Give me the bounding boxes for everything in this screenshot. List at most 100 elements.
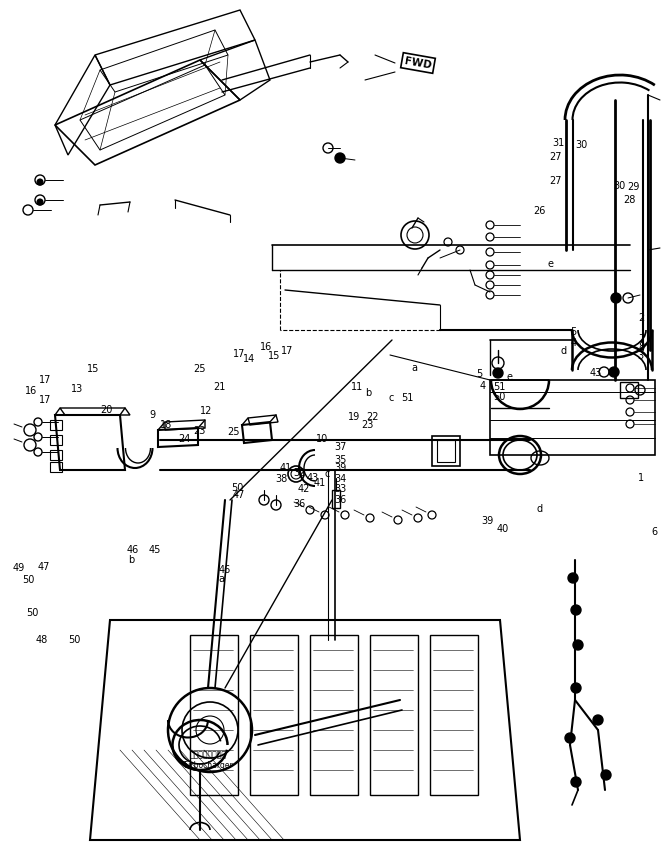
Text: 16: 16 [260, 342, 272, 352]
Bar [332, 490, 340, 508]
Text: 41: 41 [280, 463, 292, 473]
Text: c: c [325, 469, 330, 479]
Circle shape [611, 293, 621, 303]
Text: 17: 17 [39, 374, 51, 385]
Text: 4: 4 [480, 380, 486, 391]
Text: 14: 14 [243, 354, 255, 364]
Text: ターボチャージャ: ターボチャージャ [190, 751, 226, 759]
Text: d: d [560, 346, 567, 356]
Circle shape [571, 777, 581, 787]
Text: 43: 43 [307, 473, 319, 483]
Text: 27: 27 [550, 176, 562, 186]
Bar [50, 435, 62, 445]
Text: d: d [536, 504, 543, 514]
Text: 10: 10 [316, 434, 328, 444]
Text: 51: 51 [401, 393, 413, 403]
Text: 50: 50 [69, 635, 81, 645]
Text: a: a [411, 363, 417, 373]
Text: 26: 26 [534, 206, 546, 216]
Text: 50: 50 [22, 575, 34, 585]
Text: a: a [219, 574, 224, 584]
Text: 50: 50 [232, 483, 244, 494]
Text: 39: 39 [335, 463, 347, 473]
Text: 4: 4 [570, 338, 576, 348]
Text: b: b [365, 388, 372, 398]
Text: 50: 50 [494, 392, 506, 403]
Text: 36: 36 [293, 499, 305, 509]
Circle shape [37, 179, 43, 185]
Text: 5: 5 [476, 369, 482, 380]
Text: 15: 15 [268, 351, 280, 361]
Text: 42: 42 [298, 484, 310, 494]
Text: Turbocharger: Turbocharger [182, 761, 233, 769]
Text: 11: 11 [351, 382, 363, 392]
Text: 16: 16 [25, 386, 37, 396]
Circle shape [37, 199, 43, 205]
Text: 39: 39 [482, 516, 494, 526]
Bar [432, 436, 460, 466]
Text: 37: 37 [335, 442, 347, 452]
Bar [250, 635, 298, 795]
Text: e: e [506, 372, 512, 382]
Text: 40: 40 [496, 524, 508, 534]
Circle shape [601, 770, 611, 780]
Text: 23: 23 [361, 420, 373, 431]
Circle shape [571, 605, 581, 615]
Text: 1: 1 [638, 473, 645, 483]
Text: 38: 38 [276, 474, 288, 484]
Bar [490, 380, 655, 455]
Text: 5: 5 [570, 327, 576, 337]
Text: 29: 29 [627, 182, 639, 192]
Text: 47: 47 [38, 562, 50, 572]
Circle shape [573, 640, 583, 650]
Text: 41: 41 [313, 477, 325, 488]
Text: 49: 49 [13, 563, 25, 574]
Bar [430, 635, 478, 795]
Text: 9: 9 [149, 410, 156, 420]
Circle shape [335, 153, 345, 163]
Bar [370, 635, 418, 795]
Text: 32: 32 [293, 468, 305, 478]
Text: 25: 25 [228, 427, 240, 437]
Text: 51: 51 [494, 382, 506, 392]
Text: 47: 47 [233, 490, 245, 500]
Bar [190, 635, 238, 795]
Text: FWD: FWD [403, 55, 432, 71]
Circle shape [565, 733, 575, 743]
Circle shape [568, 573, 578, 583]
Text: 22: 22 [367, 412, 379, 422]
Text: 50: 50 [26, 608, 38, 618]
Text: 13: 13 [71, 384, 83, 394]
Bar [50, 450, 62, 460]
Text: 20: 20 [101, 405, 113, 415]
Text: b: b [128, 555, 134, 565]
Circle shape [493, 368, 503, 378]
Text: 25: 25 [193, 364, 205, 374]
Bar [437, 440, 455, 462]
Circle shape [571, 683, 581, 693]
Text: 3: 3 [637, 351, 643, 361]
Bar [310, 635, 358, 795]
Bar [620, 382, 638, 398]
Text: 8: 8 [638, 342, 645, 352]
Text: 17: 17 [281, 346, 293, 356]
Text: 43: 43 [590, 368, 602, 378]
Text: e: e [548, 259, 553, 269]
Text: c: c [388, 393, 393, 403]
Text: 48: 48 [36, 635, 48, 645]
Text: 28: 28 [623, 195, 635, 205]
Text: 18: 18 [160, 420, 172, 431]
Circle shape [609, 367, 619, 377]
Bar [50, 462, 62, 472]
Text: 27: 27 [550, 152, 562, 163]
Text: 6: 6 [651, 527, 658, 537]
Text: 24: 24 [178, 434, 190, 444]
Bar [50, 420, 62, 430]
Text: 35: 35 [335, 454, 347, 465]
Text: 2: 2 [638, 313, 645, 323]
Text: 21: 21 [213, 382, 225, 392]
Text: 23: 23 [193, 426, 205, 436]
Text: 34: 34 [335, 474, 347, 484]
Text: 36: 36 [335, 494, 347, 505]
Circle shape [593, 715, 603, 725]
